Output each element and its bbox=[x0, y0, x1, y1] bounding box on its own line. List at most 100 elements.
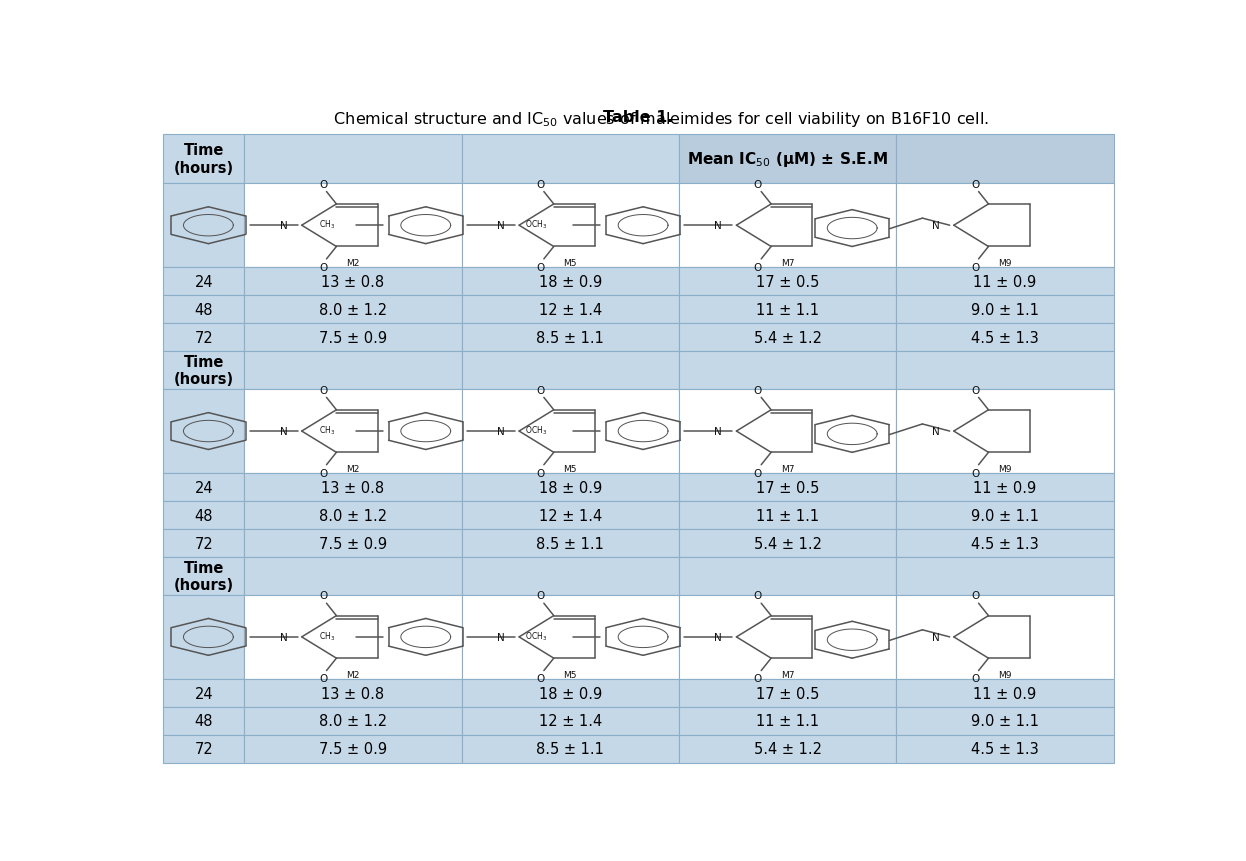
Bar bbox=[244, 324, 461, 352]
Text: 11 ± 1.1: 11 ± 1.1 bbox=[756, 714, 819, 728]
Text: O: O bbox=[754, 263, 763, 272]
Text: M2: M2 bbox=[346, 258, 360, 268]
Bar bbox=[244, 707, 461, 735]
Text: O: O bbox=[319, 179, 328, 189]
Text: M9: M9 bbox=[998, 670, 1012, 678]
Bar bbox=[896, 474, 1114, 502]
Text: 8.0 ± 1.2: 8.0 ± 1.2 bbox=[319, 508, 388, 523]
Bar bbox=[896, 352, 1114, 389]
Text: O: O bbox=[971, 468, 979, 478]
Text: 12 ± 1.4: 12 ± 1.4 bbox=[538, 508, 602, 523]
Bar bbox=[461, 324, 679, 352]
Text: M9: M9 bbox=[998, 258, 1012, 268]
Text: 24: 24 bbox=[194, 275, 213, 289]
Text: O: O bbox=[971, 673, 979, 684]
Text: Time
(hours): Time (hours) bbox=[173, 560, 234, 592]
Text: Mean IC$_{50}$ (μM) ± S.E.M: Mean IC$_{50}$ (μM) ± S.E.M bbox=[688, 150, 888, 169]
Text: 72: 72 bbox=[194, 741, 213, 757]
Text: N: N bbox=[714, 426, 723, 437]
Text: M7: M7 bbox=[781, 258, 795, 268]
Text: O: O bbox=[971, 385, 979, 395]
Text: 11 ± 0.9: 11 ± 0.9 bbox=[973, 685, 1037, 701]
Bar bbox=[896, 679, 1114, 707]
Text: N: N bbox=[279, 221, 288, 231]
Bar bbox=[244, 502, 461, 530]
Bar bbox=[244, 557, 461, 595]
Bar bbox=[679, 502, 896, 530]
Text: M2: M2 bbox=[346, 670, 360, 678]
Text: 5.4 ± 1.2: 5.4 ± 1.2 bbox=[754, 331, 821, 345]
Text: N: N bbox=[497, 221, 505, 231]
Text: CH$_3$: CH$_3$ bbox=[319, 219, 335, 231]
Bar bbox=[244, 679, 461, 707]
Bar bbox=[163, 268, 244, 296]
Bar bbox=[163, 183, 244, 268]
Text: OCH$_3$: OCH$_3$ bbox=[525, 424, 547, 437]
Text: N: N bbox=[932, 221, 939, 231]
Text: O: O bbox=[971, 263, 979, 272]
Text: 8.0 ± 1.2: 8.0 ± 1.2 bbox=[319, 302, 388, 318]
Text: 7.5 ± 0.9: 7.5 ± 0.9 bbox=[319, 536, 388, 551]
Bar bbox=[461, 268, 679, 296]
Text: O: O bbox=[319, 385, 328, 395]
Text: O: O bbox=[754, 468, 763, 478]
Text: Chemical structure and IC$_{50}$ values of maleimides for cell viability on B16F: Chemical structure and IC$_{50}$ values … bbox=[288, 110, 989, 129]
Bar bbox=[244, 474, 461, 502]
Text: N: N bbox=[932, 632, 939, 642]
Bar bbox=[163, 707, 244, 735]
Bar bbox=[461, 707, 679, 735]
Text: 8.0 ± 1.2: 8.0 ± 1.2 bbox=[319, 714, 388, 728]
Bar bbox=[679, 595, 896, 679]
Bar bbox=[896, 735, 1114, 763]
Bar bbox=[896, 268, 1114, 296]
Text: N: N bbox=[497, 426, 505, 437]
Bar bbox=[896, 296, 1114, 324]
Bar bbox=[896, 557, 1114, 595]
Text: 72: 72 bbox=[194, 536, 213, 551]
Bar bbox=[163, 557, 244, 595]
Text: O: O bbox=[754, 385, 763, 395]
Text: 8.5 ± 1.1: 8.5 ± 1.1 bbox=[536, 741, 604, 757]
Bar bbox=[163, 595, 244, 679]
Text: O: O bbox=[754, 179, 763, 189]
Text: 48: 48 bbox=[194, 508, 213, 523]
Text: 7.5 ± 0.9: 7.5 ± 0.9 bbox=[319, 331, 388, 345]
Text: 7.5 ± 0.9: 7.5 ± 0.9 bbox=[319, 741, 388, 757]
Bar bbox=[896, 502, 1114, 530]
Bar bbox=[679, 324, 896, 352]
Bar bbox=[163, 389, 244, 474]
Bar bbox=[461, 595, 679, 679]
Text: O: O bbox=[754, 673, 763, 684]
Text: 11 ± 1.1: 11 ± 1.1 bbox=[756, 302, 819, 318]
Bar bbox=[461, 679, 679, 707]
Text: 18 ± 0.9: 18 ± 0.9 bbox=[538, 275, 602, 289]
Text: M9: M9 bbox=[998, 464, 1012, 474]
Bar bbox=[163, 735, 244, 763]
Text: N: N bbox=[279, 426, 288, 437]
Text: 5.4 ± 1.2: 5.4 ± 1.2 bbox=[754, 741, 821, 757]
Text: N: N bbox=[714, 632, 723, 642]
Text: O: O bbox=[537, 179, 545, 189]
Text: O: O bbox=[537, 385, 545, 395]
Bar bbox=[679, 557, 896, 595]
Text: M7: M7 bbox=[781, 464, 795, 474]
Text: CH$_3$: CH$_3$ bbox=[319, 424, 335, 437]
Bar bbox=[461, 135, 679, 183]
Text: 24: 24 bbox=[194, 480, 213, 495]
Bar bbox=[461, 530, 679, 557]
Text: 72: 72 bbox=[194, 331, 213, 345]
Text: 9.0 ± 1.1: 9.0 ± 1.1 bbox=[971, 508, 1039, 523]
Text: N: N bbox=[279, 632, 288, 642]
Text: 12 ± 1.4: 12 ± 1.4 bbox=[538, 302, 602, 318]
Text: M5: M5 bbox=[563, 464, 577, 474]
Bar bbox=[461, 502, 679, 530]
Text: O: O bbox=[537, 468, 545, 478]
Bar bbox=[679, 530, 896, 557]
Text: Table 1.: Table 1. bbox=[603, 110, 674, 125]
Bar bbox=[896, 707, 1114, 735]
Text: 13 ± 0.8: 13 ± 0.8 bbox=[321, 275, 385, 289]
Bar bbox=[163, 679, 244, 707]
Bar bbox=[163, 530, 244, 557]
Bar bbox=[679, 135, 896, 183]
Text: CH$_3$: CH$_3$ bbox=[319, 629, 335, 642]
